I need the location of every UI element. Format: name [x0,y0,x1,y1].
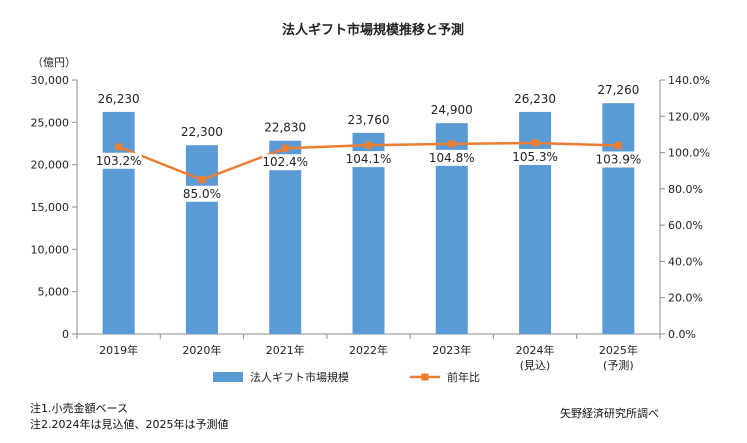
line-value-label: 103.9% [595,152,641,166]
bar [185,145,218,334]
legend: 法人ギフト市場規模 前年比 [213,370,480,384]
x-tick-label: (予測) [603,358,634,372]
x-tick-label: 2024年 [516,343,555,357]
bar-value-label: 23,760 [348,113,390,127]
y-right-tick-label: 0.0% [668,328,696,341]
line-value-label: 104.1% [346,152,392,166]
line-value-label: 102.4% [262,155,308,169]
note-1: 注1.小売金額ベース [30,402,128,415]
y-left-tick-label: 0 [62,328,69,341]
legend-bar-label: 法人ギフト市場規模 [250,370,349,384]
legend-line-marker [421,373,429,381]
y-left-tick-label: 30,000 [31,74,70,87]
y-left-tick-label: 10,000 [31,243,70,256]
y-right-tick-label: 80.0% [668,183,703,196]
bar-value-label: 24,900 [431,103,473,117]
y-left-tick-label: 15,000 [31,201,70,214]
x-tick-label: 2022年 [349,343,388,357]
line-value-label: 104.8% [429,151,475,165]
y-left-tick-label: 5,000 [38,286,70,299]
line-point [281,144,289,152]
line-label-bg [428,149,475,166]
y-right-tick-label: 140.0% [668,74,710,87]
y-right-tick-label: 100.0% [668,147,710,160]
y-axis-unit-label: （億円） [32,56,76,69]
bar-value-label: 26,230 [514,92,556,106]
y-right-tick-label: 20.0% [668,292,703,305]
data-labels: 26,230 22,300 22,830 23,760 24,900 26,230 27,2… [95,83,642,202]
line-point [448,140,456,148]
line-label-bg [178,185,225,202]
y-right-tick-label: 120.0% [668,110,710,123]
line-label-bg [262,154,309,171]
line-point [531,139,539,147]
line-label-bg [512,148,559,165]
y-right-tick-label: 60.0% [668,219,703,232]
x-tick-label: 2023年 [432,343,471,357]
bar-value-label: 22,300 [181,125,223,139]
x-tick-label: 2021年 [266,343,305,357]
line-value-label: 103.2% [96,154,142,168]
line-label-bg [345,151,392,168]
x-tick-label: 2019年 [99,343,138,357]
line-point [365,141,372,149]
y-left-tick-label: 25,000 [31,116,70,129]
x-tick-label: 2025年 [599,343,638,357]
bar [269,140,302,334]
bar-value-label: 27,260 [597,83,639,97]
y-right-tick-label: 40.0% [668,255,703,268]
bar-value-label: 22,830 [264,121,306,135]
chart-title: 法人ギフト市場規模推移と予測 [282,22,464,38]
x-tick-label: 2020年 [182,343,221,357]
line-series [115,139,622,184]
axes: 0 5,000 10,000 15,000 20,000 25,000 30,000 0.0%… [31,74,710,372]
line-point [614,141,622,149]
line-label-bg [595,151,642,168]
line-value-label: 85.0% [183,187,221,201]
legend-line-label: 前年比 [447,370,480,384]
bar [519,111,552,334]
bar-value-label: 26,230 [98,92,140,106]
line-point [115,143,123,151]
line-value-label: 105.3% [512,150,558,164]
legend-bar-swatch [213,372,243,382]
note-2: 注2.2024年は見込値、2025年は予測値 [30,418,229,431]
line-label-bg [95,152,142,169]
x-tick-label: (見込) [520,359,551,372]
y-left-tick-label: 20,000 [31,159,70,172]
source-note: 矢野経済研究所調べ [560,407,659,420]
line-point [198,176,206,184]
bar [602,103,635,334]
